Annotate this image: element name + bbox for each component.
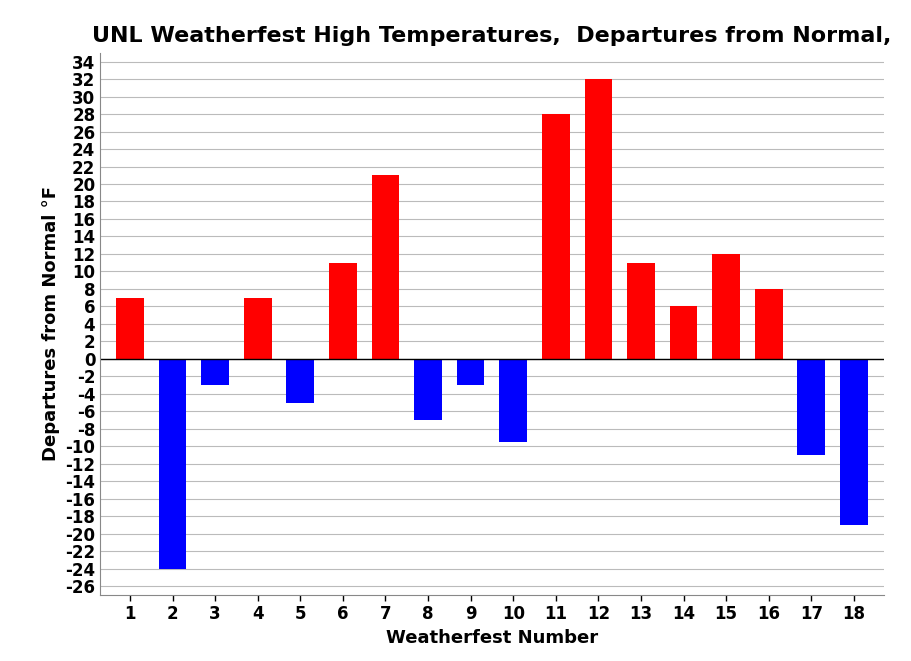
- Bar: [159, 359, 187, 568]
- X-axis label: Weatherfest Number: Weatherfest Number: [386, 629, 598, 647]
- Bar: [117, 297, 144, 359]
- Bar: [415, 359, 442, 420]
- Bar: [670, 307, 698, 359]
- Y-axis label: Departures from Normal °F: Departures from Normal °F: [42, 186, 59, 461]
- Bar: [286, 359, 314, 403]
- Bar: [499, 359, 527, 442]
- Bar: [755, 289, 783, 359]
- Bar: [329, 262, 357, 359]
- Title: UNL Weatherfest High Temperatures,  Departures from Normal,: UNL Weatherfest High Temperatures, Depar…: [92, 26, 892, 46]
- Bar: [627, 262, 655, 359]
- Bar: [456, 359, 485, 385]
- Bar: [585, 79, 612, 359]
- Bar: [372, 175, 399, 359]
- Bar: [201, 359, 229, 385]
- Bar: [797, 359, 825, 455]
- Bar: [244, 297, 271, 359]
- Bar: [542, 114, 569, 359]
- Bar: [712, 254, 740, 359]
- Bar: [840, 359, 867, 525]
